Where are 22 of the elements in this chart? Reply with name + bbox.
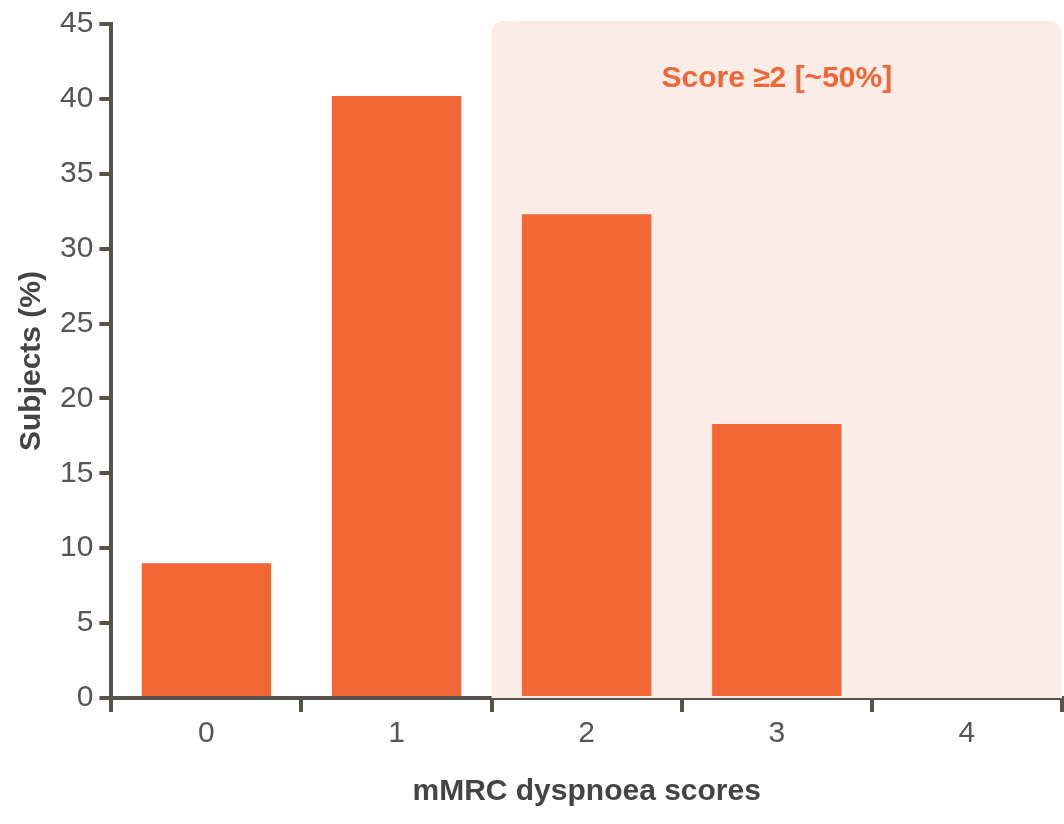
y-tick-label: 35 [59,155,94,189]
x-tick-label: 2 [578,715,596,749]
x-tick-label: 1 [388,715,405,749]
y-tick-label: 40 [59,80,94,114]
y-tick-label: 45 [59,5,94,39]
band-label: Score ≥2 [~50%] [661,60,893,94]
x-tick-label: 3 [768,715,786,749]
y-tick-label: 15 [59,454,94,488]
bar [331,95,462,696]
bar [141,563,272,696]
y-tick-label: 0 [76,679,94,713]
y-tick-label: 25 [59,304,94,338]
x-tick-label: 0 [198,715,215,749]
y-tick-label: 30 [59,229,94,263]
y-axis-title: Subjects (%) [13,270,47,452]
y-tick-label: 20 [59,379,94,413]
bar [522,214,652,696]
bar [712,423,842,696]
x-tick-label: 4 [958,715,976,749]
y-tick-label: 5 [76,604,94,638]
y-tick-label: 10 [59,529,94,563]
x-axis-title: mMRC dyspnoea scores [412,773,761,807]
